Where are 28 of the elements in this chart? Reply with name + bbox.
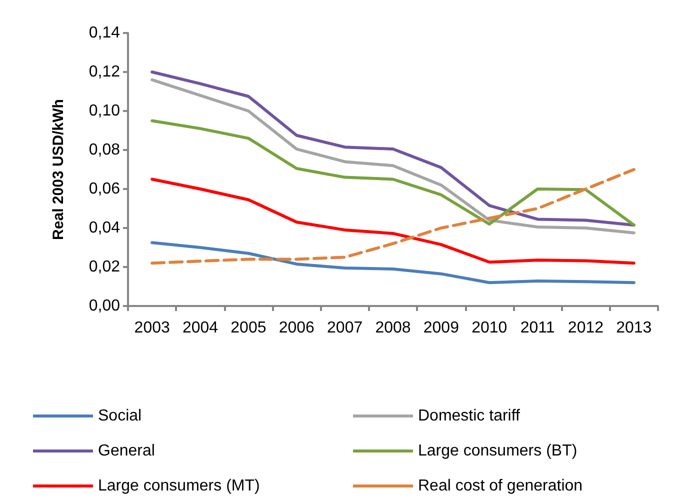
legend-label: Large consumers (BT) [418, 442, 578, 460]
y-tick-label: 0,12 [88, 64, 120, 80]
legend-label: Real cost of generation [418, 478, 583, 494]
x-tick-label: 2010 [472, 320, 508, 336]
legend-label: Domestic tariff [418, 408, 521, 424]
line-series [150, 241, 636, 284]
x-tick-label: 2006 [278, 320, 315, 336]
x-tick-label: 2003 [134, 320, 170, 336]
y-axis-title: Real 2003 USD/kWh [50, 99, 67, 240]
y-tick-label: 0,00 [88, 298, 120, 314]
legend-label: General [98, 442, 155, 460]
y-tick-label: 0,14 [88, 24, 120, 42]
y-tick-label: 0,10 [88, 102, 120, 120]
x-tick-label: 2008 [375, 320, 411, 336]
y-tick-label: 0,06 [88, 180, 120, 198]
x-tick-label: 2005 [230, 320, 266, 336]
legend-label: Large consumers (MT) [98, 478, 260, 494]
x-tick-label: 2013 [616, 320, 652, 336]
y-tick-label: 0,08 [88, 142, 120, 158]
x-tick-label: 2007 [327, 320, 363, 336]
y-tick-label: 0,04 [88, 220, 120, 236]
x-tick-label: 2012 [568, 320, 604, 336]
line-series [150, 119, 636, 227]
x-tick-label: 2009 [423, 320, 460, 336]
y-tick-label: 0,02 [88, 258, 120, 276]
x-tick-label: 2004 [182, 320, 218, 336]
legend-label: Social [98, 408, 142, 424]
x-tick-label: 2011 [520, 320, 555, 336]
